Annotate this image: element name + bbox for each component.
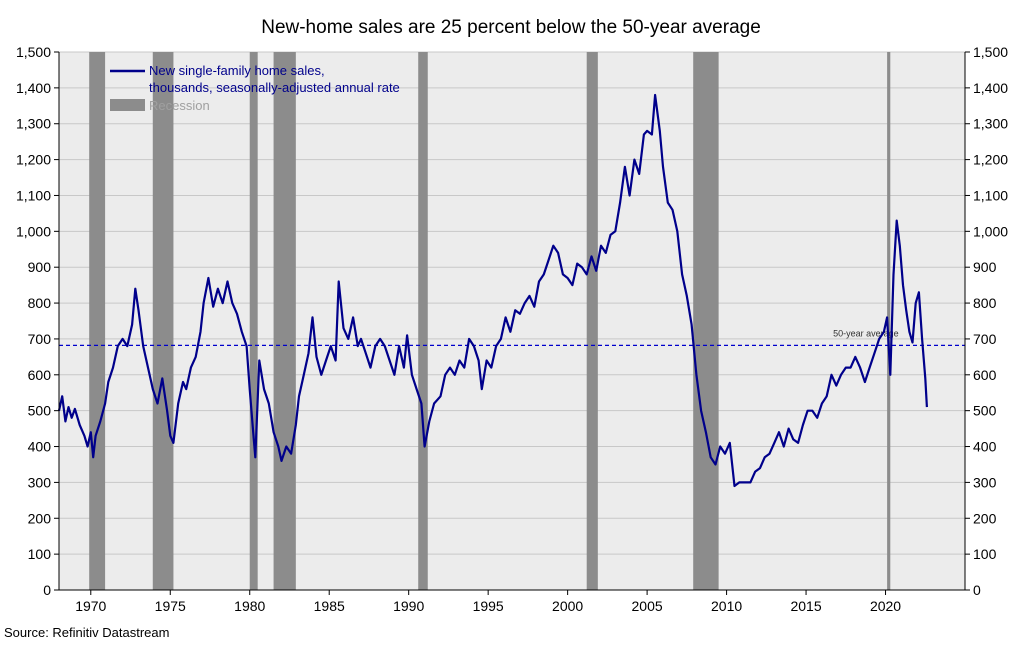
recession-band: [273, 52, 296, 590]
legend: New single-family home sales, thousands, …: [110, 63, 400, 113]
y-tick-label-left: 1,300: [16, 116, 51, 132]
y-tick-label-right: 100: [973, 546, 997, 562]
y-tick-label-left: 1,000: [16, 223, 51, 239]
recession-band: [418, 52, 428, 590]
y-tick-label-left: 1,400: [16, 80, 51, 96]
y-tick-label-left: 300: [28, 474, 52, 490]
y-tick-label-left: 0: [43, 582, 51, 598]
y-tick-label-left: 200: [28, 510, 52, 526]
x-tick-label: 1995: [473, 598, 504, 614]
legend-label-line2: thousands, seasonally-adjusted annual ra…: [149, 80, 400, 95]
x-tick-label: 1980: [234, 598, 265, 614]
series-line: [57, 93, 928, 488]
axes: [54, 51, 970, 595]
chart-title: New-home sales are 25 percent below the …: [261, 17, 761, 38]
source-note: Source: Refinitiv Datastream: [4, 625, 169, 640]
legend-label-recession: Recession: [149, 98, 210, 113]
recession-band: [89, 52, 106, 590]
recession-band: [586, 52, 598, 590]
y-tick-label-left: 1,200: [16, 152, 51, 168]
x-tick-label: 1990: [393, 598, 424, 614]
y-tick-label-right: 700: [973, 331, 997, 347]
y-tick-label-right: 800: [973, 295, 997, 311]
y-tick-label-left: 1,100: [16, 187, 51, 203]
legend-recession-swatch: [110, 99, 145, 111]
legend-label-line1: New single-family home sales,: [149, 63, 325, 78]
y-tick-label-right: 1,500: [973, 44, 1008, 60]
x-tick-label: 2010: [711, 598, 742, 614]
y-tick-label-right: 1,000: [973, 223, 1008, 239]
y-tick-label-left: 400: [28, 439, 52, 455]
y-tick-label-right: 1,400: [973, 80, 1008, 96]
y-tick-label-right: 1,200: [973, 152, 1008, 168]
x-tick-label: 1975: [155, 598, 186, 614]
y-tick-label-left: 600: [28, 367, 52, 383]
series-lines: [57, 93, 928, 488]
recession-band: [152, 52, 174, 590]
y-tick-label-left: 900: [28, 259, 52, 275]
recession-band: [887, 52, 891, 590]
y-tick-label-right: 1,100: [973, 187, 1008, 203]
y-tick-label-left: 700: [28, 331, 52, 347]
y-tick-label-left: 800: [28, 295, 52, 311]
y-tick-label-right: 0: [973, 582, 981, 598]
recession-band: [693, 52, 719, 590]
y-tick-label-left: 500: [28, 403, 52, 419]
recession-bands: [89, 52, 891, 590]
y-tick-label-left: 100: [28, 546, 52, 562]
y-tick-label-right: 400: [973, 439, 997, 455]
x-tick-label: 1970: [75, 598, 106, 614]
y-tick-label-right: 900: [973, 259, 997, 275]
reference-line-label: 50-year average: [833, 328, 899, 338]
y-tick-label-left: 1,500: [16, 44, 51, 60]
reference-line-group: 50-year average: [59, 328, 965, 346]
x-tick-label: 2020: [870, 598, 901, 614]
x-tick-label: 2015: [790, 598, 821, 614]
tick-labels: 1970 1975 1980 1985 1990 1995 2000 2005 2010 2015…: [16, 44, 1008, 614]
y-tick-label-right: 300: [973, 474, 997, 490]
y-tick-label-right: 500: [973, 403, 997, 419]
x-tick-label: 2000: [552, 598, 583, 614]
grid-lines: [59, 51, 965, 555]
x-tick-label: 1985: [314, 598, 345, 614]
y-tick-label-right: 200: [973, 510, 997, 526]
recession-band: [249, 52, 258, 590]
y-tick-label-right: 1,300: [973, 116, 1008, 132]
x-tick-label: 2005: [632, 598, 663, 614]
y-tick-label-right: 600: [973, 367, 997, 383]
